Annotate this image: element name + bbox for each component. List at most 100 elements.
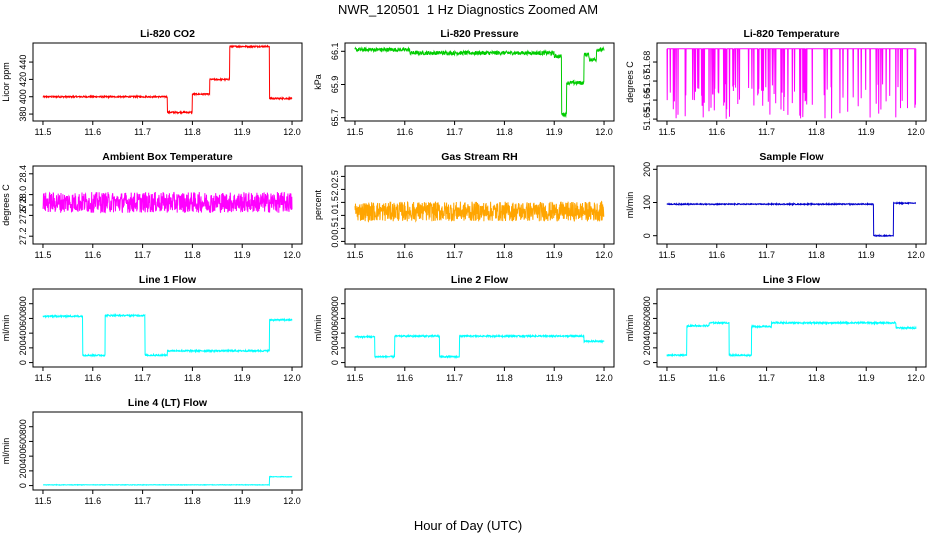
x-tick-label: 11.7 <box>134 373 151 383</box>
x-tick-label: 11.5 <box>35 127 52 137</box>
plot-frame <box>32 288 303 368</box>
x-tick-label: 11.5 <box>35 496 52 506</box>
x-tick-label: 11.6 <box>708 127 725 137</box>
x-tick-label: 11.9 <box>858 127 875 137</box>
x-tick-label: 11.6 <box>84 250 101 260</box>
y-tick-label: 2.5 <box>330 170 340 183</box>
x-tick-label: 11.7 <box>758 373 775 383</box>
y-tick-label: 0.0 <box>330 235 340 248</box>
x-tick-label: 12.0 <box>283 496 301 506</box>
y-tick-label: 600 <box>18 311 28 326</box>
x-tick-label: 11.9 <box>858 373 875 383</box>
series-line <box>42 313 293 358</box>
plot-frame <box>32 42 303 122</box>
y-tick-label: 28.0 <box>18 186 28 204</box>
y-tick-label: 0 <box>18 360 28 365</box>
y-axis-label: ml/min <box>313 315 323 342</box>
y-tick-label: 0 <box>18 483 28 488</box>
panel-0: Li-820 CO2 11.5 11.6 11.7 11.8 11.9 12.0 380 400… <box>1 28 303 137</box>
series-line <box>42 191 293 214</box>
x-tick-label: 11.9 <box>546 127 563 137</box>
x-tick-label: 11.8 <box>496 127 513 137</box>
y-tick-label: 200 <box>330 340 340 355</box>
y-tick-label: 800 <box>18 296 28 311</box>
y-tick-label: 2.0 <box>330 183 340 196</box>
series-line <box>354 45 605 119</box>
x-tick-label: 12.0 <box>907 373 925 383</box>
x-tick-label: 12.0 <box>283 373 301 383</box>
x-tick-label: 11.9 <box>546 250 563 260</box>
y-axis-label: percent <box>313 189 323 220</box>
plot-frame <box>344 42 615 122</box>
series-line <box>354 333 605 360</box>
y-axis-label: Licor ppm <box>1 62 11 102</box>
x-tick-label: 11.8 <box>496 250 513 260</box>
x-tick-label: 11.9 <box>234 496 251 506</box>
x-tick-label: 11.7 <box>758 250 775 260</box>
x-tick-label: 12.0 <box>283 250 301 260</box>
x-tick-label: 11.6 <box>84 496 101 506</box>
x-tick-label: 12.0 <box>595 373 613 383</box>
x-tick-label: 11.7 <box>758 127 775 137</box>
y-tick-label: 400 <box>18 89 28 104</box>
x-tick-label: 11.9 <box>234 250 251 260</box>
x-tick-label: 11.8 <box>184 496 201 506</box>
x-tick-label: 11.7 <box>446 127 463 137</box>
x-tick-label: 11.9 <box>234 373 251 383</box>
y-tick-label: 200 <box>18 463 28 478</box>
panel-title: Line 2 Flow <box>451 274 509 286</box>
figure-title: NWR_120501 1 Hz Diagnostics Zoomed AM <box>337 2 599 17</box>
y-tick-label: 400 <box>330 326 340 341</box>
panel-6: Line 1 Flow 11.5 11.6 11.7 11.8 11.9 12.0 0 2004… <box>1 274 303 383</box>
series-line <box>43 475 293 487</box>
x-tick-label: 11.6 <box>396 127 413 137</box>
x-tick-label: 11.7 <box>134 250 151 260</box>
plot-frame <box>656 288 927 368</box>
y-axis-label: degrees C <box>1 184 11 226</box>
series-line <box>354 200 605 223</box>
x-tick-label: 11.6 <box>84 373 101 383</box>
panel-title: Line 1 Flow <box>139 274 197 286</box>
y-tick-label: 65.7 <box>330 109 340 127</box>
y-tick-label: 0 <box>642 360 652 365</box>
y-tick-label: 0 <box>330 360 340 365</box>
x-tick-label: 11.8 <box>184 250 201 260</box>
panel-2: Li-820 Temperature 11.5 11.6 11.7 11.8 11.9 12… <box>625 28 927 137</box>
y-tick-label: 200 <box>642 340 652 355</box>
y-tick-label: 51.66 <box>642 89 652 112</box>
x-tick-label: 11.7 <box>134 496 151 506</box>
plot-frame <box>656 42 927 122</box>
y-tick-label: 440 <box>18 55 28 70</box>
x-tick-label: 12.0 <box>907 250 925 260</box>
y-tick-label: 420 <box>18 72 28 87</box>
panel-title: Gas Stream RH <box>441 151 517 163</box>
plot-frame <box>656 165 927 245</box>
y-tick-label: 400 <box>18 449 28 464</box>
panel-title: Sample Flow <box>759 151 824 163</box>
panel-7: Line 2 Flow 11.5 11.6 11.7 11.8 11.9 12.0 0 2004… <box>313 274 615 383</box>
x-tick-label: 11.6 <box>708 373 725 383</box>
x-tick-label: 11.5 <box>659 127 676 137</box>
x-tick-label: 11.7 <box>134 127 151 137</box>
y-axis-label: ml/min <box>625 192 635 219</box>
x-tick-label: 11.5 <box>35 250 52 260</box>
y-tick-label: 400 <box>642 326 652 341</box>
x-tick-label: 11.5 <box>659 373 676 383</box>
y-tick-label: 200 <box>642 162 652 177</box>
series-line <box>42 44 293 115</box>
x-tick-label: 11.6 <box>84 127 101 137</box>
x-tick-label: 11.5 <box>347 127 364 137</box>
x-tick-label: 12.0 <box>595 250 613 260</box>
x-tick-label: 12.0 <box>907 127 925 137</box>
y-tick-label: 800 <box>642 296 652 311</box>
panel-title: Li-820 Temperature <box>743 28 839 40</box>
x-tick-label: 11.8 <box>184 373 201 383</box>
panel-9: Line 4 (LT) Flow 11.5 11.6 11.7 11.8 11.9 12.0… <box>1 397 303 506</box>
x-tick-label: 11.9 <box>546 373 563 383</box>
x-tick-label: 11.8 <box>808 127 825 137</box>
y-tick-label: 66.1 <box>330 43 340 61</box>
series-line <box>666 201 917 238</box>
y-axis-label: kPa <box>313 74 323 90</box>
y-tick-label: 28.4 <box>18 165 28 183</box>
